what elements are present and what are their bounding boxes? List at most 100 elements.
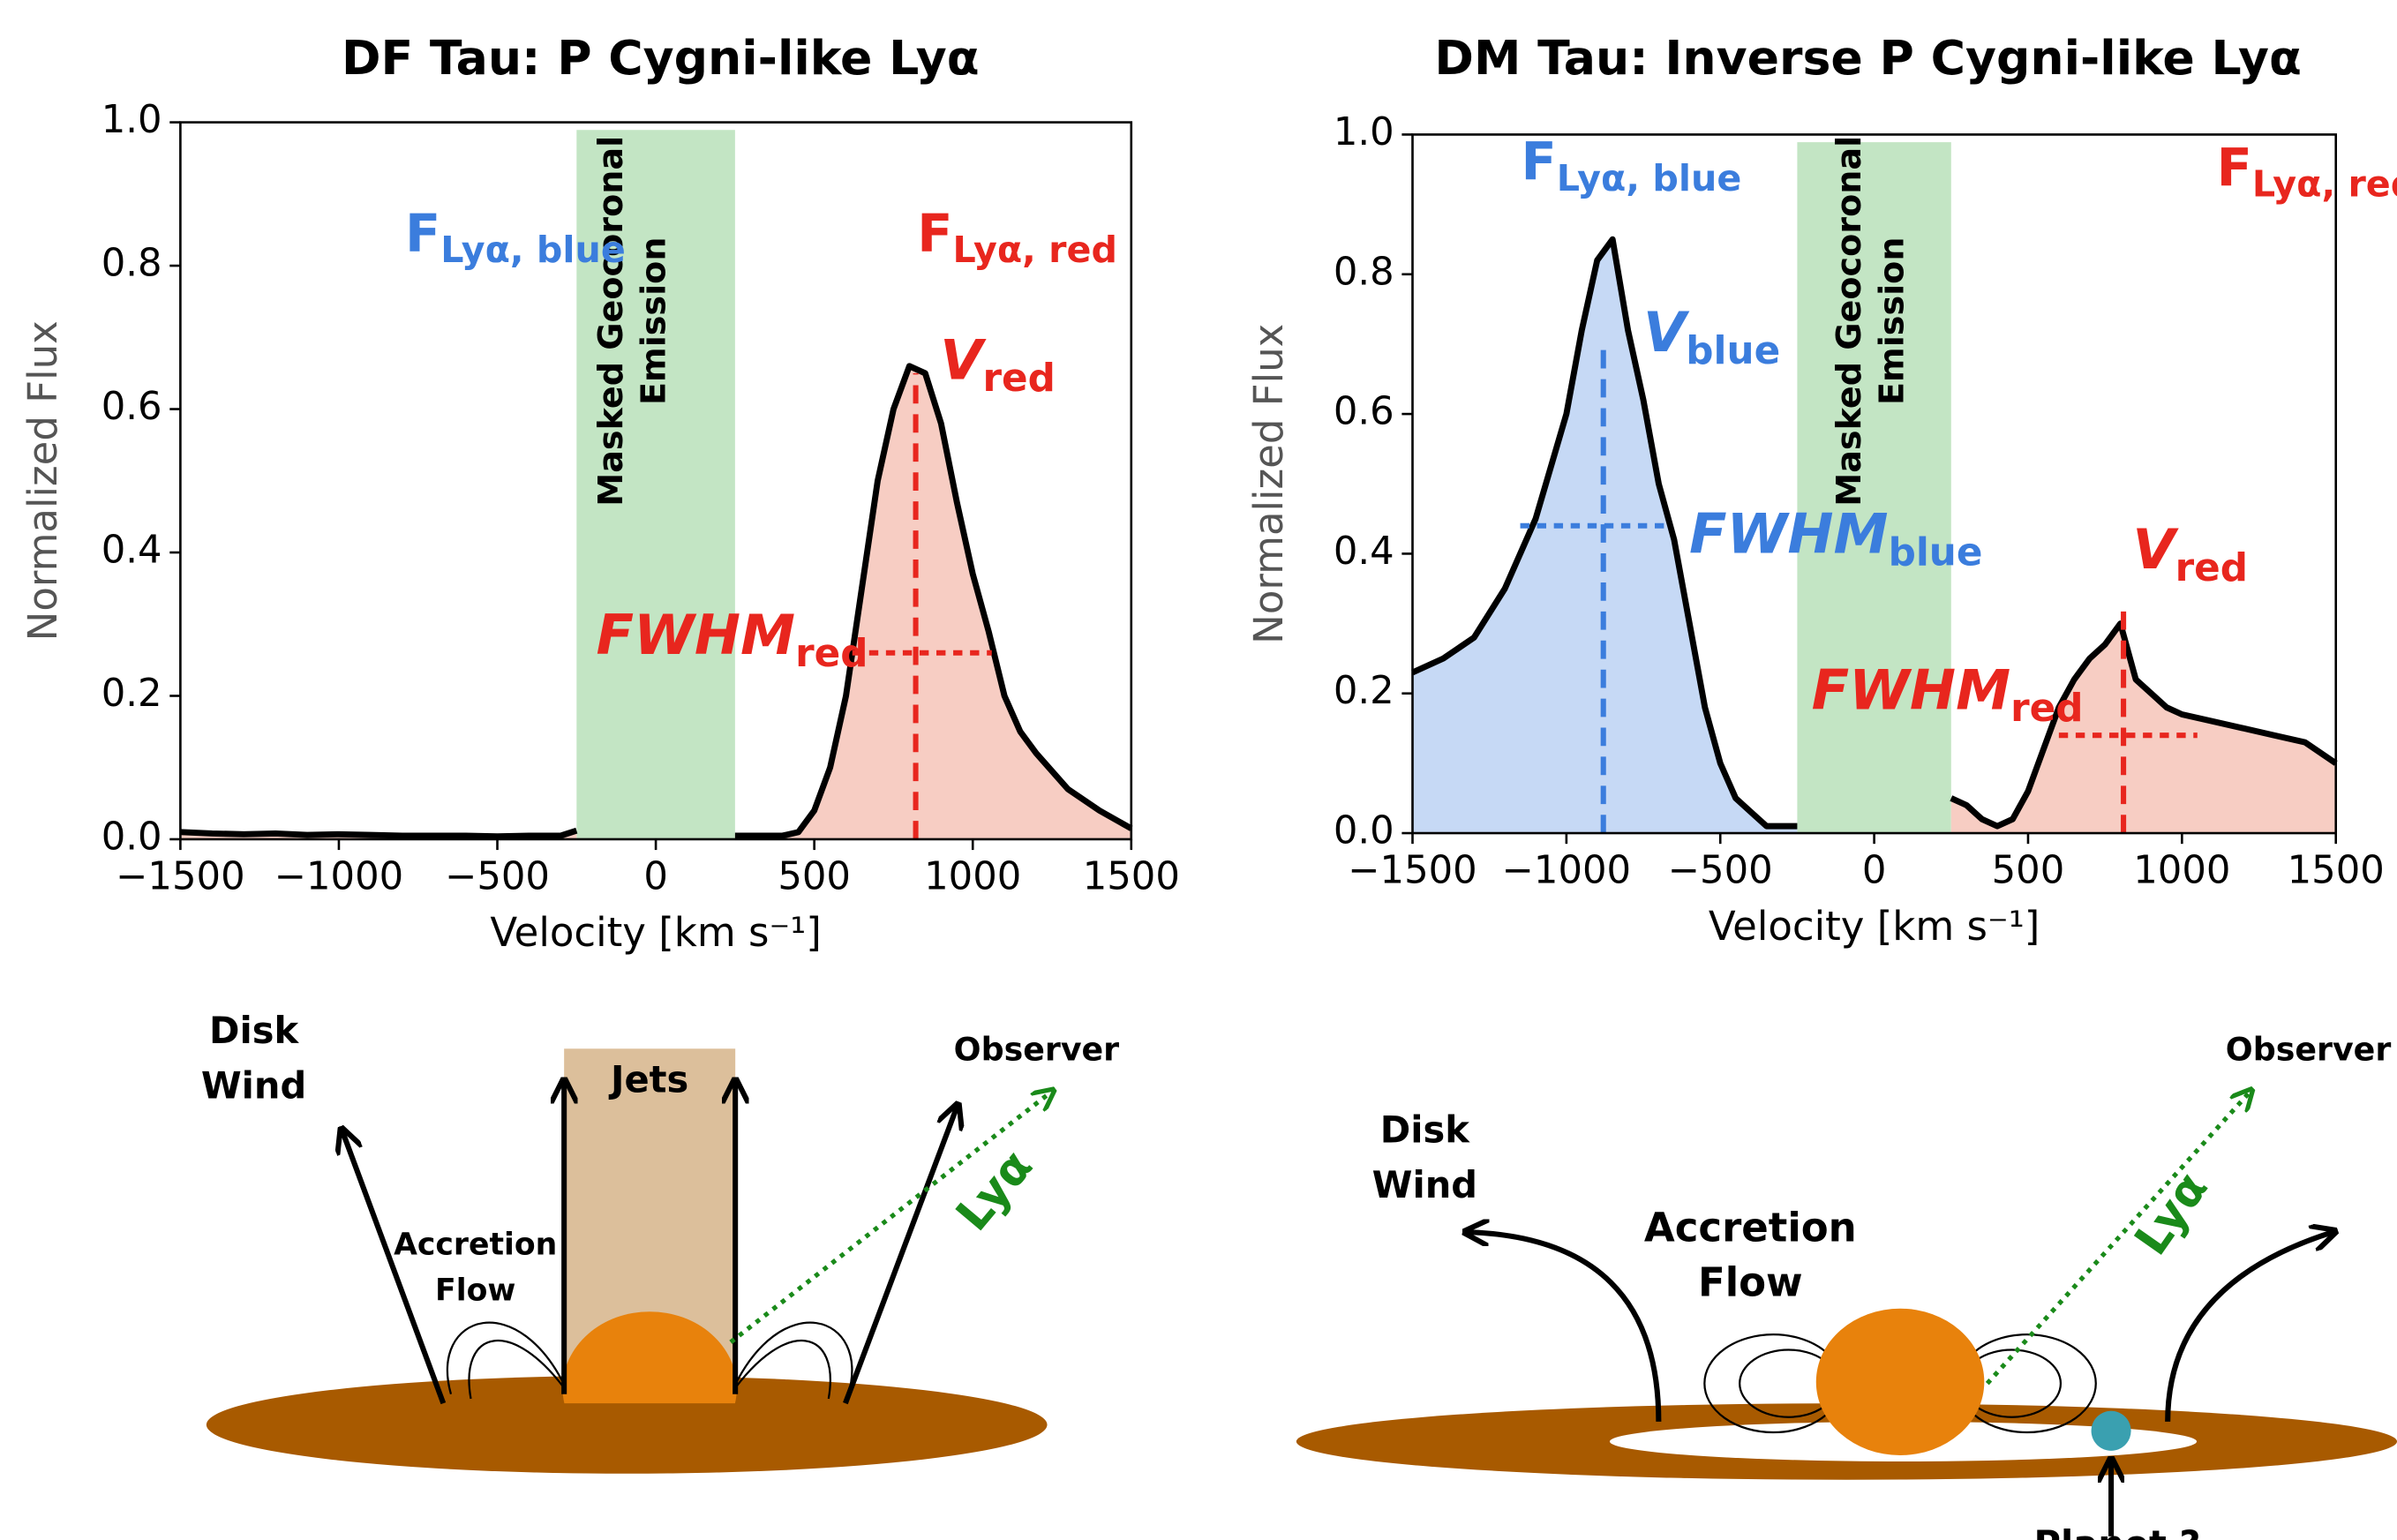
annotation: FLyα, blue <box>405 203 626 272</box>
chart: DF Tau: P Cygni-like Lyα Masked Geocorona… <box>19 30 1180 956</box>
x-tick-label: 500 <box>1992 849 2065 893</box>
label: Accretion <box>1644 1204 1857 1251</box>
annotation: FLyα, blue <box>1521 131 1741 199</box>
lya-ray <box>729 1092 1052 1344</box>
disk <box>206 1375 1048 1474</box>
chart-title: DF Tau: P Cygni-like Lyα <box>342 30 980 86</box>
masked-region <box>576 130 735 839</box>
annotation-sub: Lyα, blue <box>1557 157 1742 199</box>
annotation-main: FWHM <box>597 603 796 667</box>
x-tick-label: 1000 <box>2133 849 2230 893</box>
label: Observer <box>954 1031 1120 1069</box>
x-tick-label: 500 <box>778 855 851 899</box>
annotation-sub: Lyα, red <box>953 229 1117 271</box>
y-tick-label: 0.4 <box>1334 530 1394 574</box>
label: Disk <box>209 1009 299 1052</box>
label: Wind <box>1372 1163 1477 1206</box>
charts: DF Tau: P Cygni-like Lyα Masked Geocorona… <box>19 30 2397 956</box>
arrows <box>342 1082 957 1405</box>
annotation: FLyα, red <box>2217 137 2397 206</box>
annotation-main: V <box>1643 300 1690 364</box>
annotation: FLyα, red <box>917 203 1117 272</box>
x-tick-label: −1500 <box>116 855 244 899</box>
label: Accretion <box>394 1228 557 1263</box>
x-axis-label: Velocity [km s⁻¹] <box>490 909 822 956</box>
annotation: FWHMblue <box>1689 502 1982 575</box>
annotation: Vred <box>940 327 1056 401</box>
annotation-sub: red <box>983 356 1056 401</box>
annotation-main: V <box>2132 517 2179 582</box>
annotation-sub: red <box>2175 545 2248 590</box>
star <box>562 1311 737 1404</box>
label: Planet ? <box>2034 1522 2201 1540</box>
x-tick-label: −1000 <box>274 855 403 899</box>
annotation-sub: red <box>795 631 868 676</box>
y-tick-label: 0.6 <box>1334 390 1394 434</box>
y-tick-label: 0.6 <box>101 385 162 429</box>
diagram-df-tau: Disk Wind Jets Observer Accretion Flow L… <box>201 1009 1119 1474</box>
y-tick-label: 0.0 <box>1334 809 1394 853</box>
annotation-main: F <box>917 203 952 264</box>
y-tick-label: 1.0 <box>101 98 162 142</box>
mask-label: Emission <box>635 237 673 405</box>
label: Jets <box>608 1057 688 1101</box>
y-axis-label: Normalized Flux <box>1245 324 1292 644</box>
label: Wind <box>201 1063 306 1107</box>
label: Lyα <box>2125 1163 2219 1266</box>
x-tick-label: 1500 <box>2288 849 2385 893</box>
annotation-sub: red <box>2010 686 2083 731</box>
annotation-main: F <box>1521 131 1556 192</box>
diagram-dm-tau: Disk Wind Accretion Flow Observer Lyα Pl… <box>1296 1031 2397 1540</box>
planet <box>2091 1410 2131 1451</box>
label: Flow <box>1698 1259 1803 1306</box>
area <box>1950 623 2336 834</box>
x-tick-label: −500 <box>445 855 550 899</box>
label: Observer <box>2226 1031 2392 1069</box>
y-tick-label: 0.4 <box>101 529 162 573</box>
area <box>734 365 1131 839</box>
mask-label: Emission <box>1873 237 1912 405</box>
masked-region <box>1797 142 1951 834</box>
label: Flow <box>435 1273 515 1309</box>
x-tick-label: 0 <box>643 855 668 899</box>
y-tick-label: 0.2 <box>1334 669 1394 713</box>
y-tick-label: 0.8 <box>101 242 162 286</box>
lya-ray <box>1985 1092 2250 1386</box>
annotation-sub: Lyα, red <box>2252 163 2397 206</box>
y-axis-label: Normalized Flux <box>19 320 66 641</box>
annotation-main: FWHM <box>1689 502 1889 567</box>
annotation: FWHMred <box>1812 657 2084 731</box>
annotation-main: V <box>940 327 987 392</box>
x-tick-label: −500 <box>1668 849 1773 893</box>
annotation-sub: blue <box>1889 530 1983 575</box>
annotation-main: F <box>2217 137 2252 198</box>
chart-title: DM Tau: Inverse P Cygni-like Lyα <box>1434 30 2302 86</box>
spectrum-line <box>180 363 1133 840</box>
y-tick-label: 0.8 <box>1334 250 1394 294</box>
chart: DM Tau: Inverse P Cygni-like Lyα Masked G… <box>1245 30 2397 950</box>
mask-label: Masked Geocoronal <box>591 136 630 507</box>
x-tick-label: 1000 <box>924 855 1021 899</box>
label: Lyα <box>946 1140 1043 1242</box>
y-tick-label: 0.2 <box>101 672 162 716</box>
y-tick-label: 0.0 <box>101 815 162 859</box>
annotation: Vblue <box>1643 300 1780 373</box>
annotation-main: FWHM <box>1812 657 2011 722</box>
accretion-loops <box>446 1321 853 1400</box>
annotation-sub: blue <box>1686 328 1780 373</box>
x-tick-label: −1000 <box>1502 849 1631 893</box>
y-tick-label: 1.0 <box>1334 110 1394 154</box>
mask-label: Masked Geocoronal <box>1830 136 1868 507</box>
label: Disk <box>1380 1108 1470 1152</box>
annotation-main: F <box>405 203 440 264</box>
spectrum-line <box>1411 236 2338 830</box>
x-tick-label: 0 <box>1862 849 1887 893</box>
annotation: Vred <box>2132 517 2248 590</box>
x-tick-label: −1500 <box>1348 849 1477 893</box>
x-axis-label: Velocity [km s⁻¹] <box>1709 903 2040 950</box>
annotation-sub: Lyα, blue <box>440 229 626 271</box>
arrows <box>1468 1232 2333 1536</box>
star <box>1815 1308 1985 1456</box>
